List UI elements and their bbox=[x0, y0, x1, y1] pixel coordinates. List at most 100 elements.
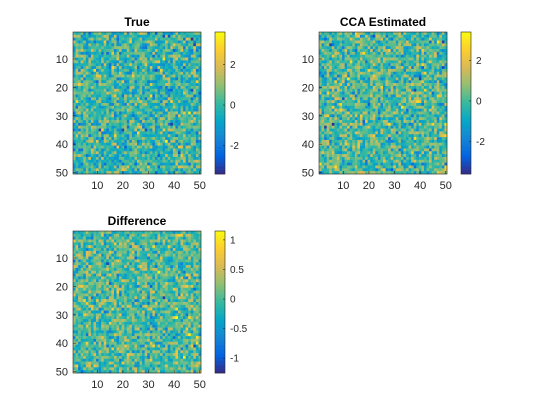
heatmap-cell bbox=[106, 83, 110, 87]
heatmap-cell bbox=[96, 125, 99, 129]
heatmap-cell bbox=[372, 54, 376, 58]
heatmap-cell bbox=[377, 148, 381, 152]
heatmap-cell bbox=[365, 91, 368, 95]
colorbar-segment bbox=[215, 69, 225, 73]
heatmap-cell bbox=[331, 111, 335, 115]
heatmap-cell bbox=[157, 71, 161, 75]
heatmap-cell bbox=[134, 37, 138, 41]
heatmap-cell bbox=[398, 137, 402, 141]
heatmap-cell bbox=[139, 40, 143, 44]
heatmap-cell bbox=[116, 117, 120, 121]
heatmap-cell bbox=[326, 91, 330, 95]
y-tick-label: 50 bbox=[56, 168, 68, 180]
heatmap-cell bbox=[193, 57, 197, 61]
heatmap-cell bbox=[426, 74, 430, 78]
heatmap-cell bbox=[385, 63, 389, 67]
heatmap-cell bbox=[436, 71, 440, 75]
heatmap-cell bbox=[354, 125, 358, 129]
heatmap-cell bbox=[154, 32, 158, 36]
heatmap-cell bbox=[93, 74, 97, 78]
heatmap-cell bbox=[198, 165, 202, 169]
heatmap-cell bbox=[134, 57, 138, 61]
heatmap-cell bbox=[157, 171, 161, 175]
heatmap-cell bbox=[375, 77, 379, 81]
heatmap-cell bbox=[334, 43, 338, 47]
heatmap-cell bbox=[83, 51, 87, 55]
heatmap-cell bbox=[131, 111, 135, 115]
heatmap-cell bbox=[413, 34, 417, 38]
heatmap-cell bbox=[416, 37, 420, 41]
heatmap-cell bbox=[157, 83, 161, 87]
heatmap-cell bbox=[339, 71, 343, 75]
heatmap-cell bbox=[90, 165, 94, 169]
heatmap-cell bbox=[365, 85, 368, 90]
heatmap-cell bbox=[362, 32, 366, 36]
heatmap-cell bbox=[426, 159, 430, 163]
heatmap-cell bbox=[349, 131, 353, 135]
heatmap-cell bbox=[83, 151, 87, 155]
heatmap-cell bbox=[347, 105, 350, 109]
heatmap-cell bbox=[73, 139, 76, 144]
heatmap-cell bbox=[429, 117, 432, 121]
heatmap-cell bbox=[411, 54, 414, 58]
heatmap-cell bbox=[380, 32, 384, 36]
heatmap-cell bbox=[326, 51, 330, 55]
heatmap-cell bbox=[398, 54, 402, 58]
heatmap-cell bbox=[321, 117, 325, 121]
heatmap-cell bbox=[426, 88, 430, 92]
heatmap-cell bbox=[444, 125, 448, 129]
heatmap-cell bbox=[147, 131, 151, 135]
heatmap-cell bbox=[157, 168, 161, 172]
heatmap-cell bbox=[426, 37, 430, 41]
heatmap-cell bbox=[144, 145, 148, 149]
heatmap-cell bbox=[172, 97, 176, 101]
heatmap-cell bbox=[190, 85, 194, 90]
heatmap-cell bbox=[167, 134, 171, 138]
heatmap-cell bbox=[408, 49, 412, 53]
heatmap-cell bbox=[167, 105, 171, 109]
heatmap-cell bbox=[170, 66, 174, 70]
heatmap-cell bbox=[142, 100, 145, 104]
heatmap-cell bbox=[193, 40, 197, 44]
heatmap-cell bbox=[83, 139, 87, 144]
heatmap-cell bbox=[385, 120, 389, 124]
heatmap-cell bbox=[170, 34, 174, 38]
heatmap-cell bbox=[390, 120, 394, 124]
heatmap-cell bbox=[188, 37, 192, 41]
heatmap-cell bbox=[157, 40, 161, 44]
heatmap-cell bbox=[160, 80, 163, 84]
heatmap-cell bbox=[377, 32, 381, 36]
heatmap-cell bbox=[73, 80, 76, 84]
heatmap-cell bbox=[359, 145, 363, 149]
heatmap-cell bbox=[344, 37, 348, 41]
heatmap-cell bbox=[444, 94, 448, 98]
heatmap-cell bbox=[124, 125, 128, 129]
heatmap-cell bbox=[408, 139, 412, 144]
heatmap-cell bbox=[347, 139, 350, 144]
heatmap-cell bbox=[367, 51, 371, 55]
heatmap-cell bbox=[175, 80, 179, 84]
heatmap-cell bbox=[342, 94, 345, 98]
heatmap-cell bbox=[326, 111, 330, 115]
heatmap-cell bbox=[331, 80, 335, 84]
heatmap-cell bbox=[403, 134, 407, 138]
heatmap-cell bbox=[106, 114, 110, 118]
heatmap-cell bbox=[116, 32, 120, 36]
heatmap-cell bbox=[193, 162, 197, 166]
heatmap-cell bbox=[83, 148, 87, 152]
heatmap-cell bbox=[73, 154, 76, 158]
heatmap-cell bbox=[329, 125, 333, 129]
heatmap-cell bbox=[344, 46, 348, 50]
heatmap-cell bbox=[426, 32, 430, 36]
heatmap-cell bbox=[406, 77, 409, 81]
heatmap-cell bbox=[162, 117, 166, 121]
heatmap-cell bbox=[80, 57, 84, 61]
heatmap-cell bbox=[321, 51, 325, 55]
heatmap-cell bbox=[175, 97, 179, 101]
heatmap-cell bbox=[193, 66, 197, 70]
heatmap-cell bbox=[180, 145, 184, 149]
heatmap-cell bbox=[347, 74, 350, 78]
heatmap-cell bbox=[96, 68, 99, 73]
heatmap-cell bbox=[162, 74, 166, 78]
